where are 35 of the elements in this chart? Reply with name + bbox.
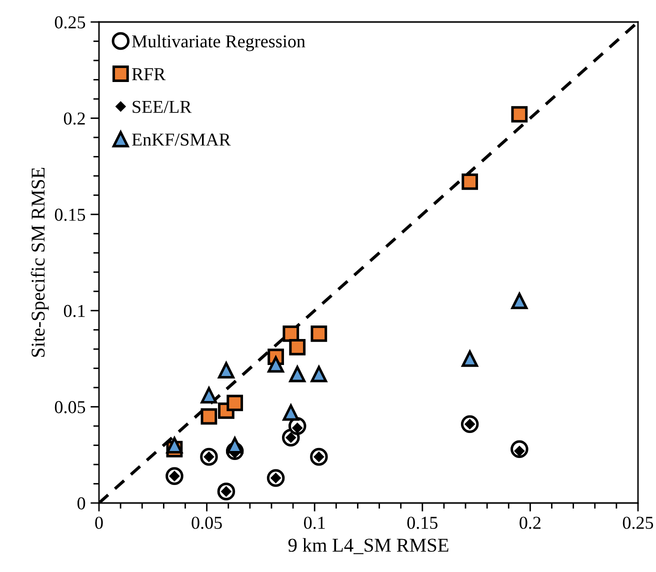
legend-label: Multivariate Regression	[132, 34, 306, 52]
point	[289, 366, 306, 382]
point	[200, 408, 218, 425]
y-tick-label: 0.15	[54, 208, 86, 221]
x-tick-label: 0.15	[407, 516, 438, 529]
legend-label: EnKF/SMAR	[132, 134, 231, 146]
x-tick-label: 0.2	[520, 516, 540, 529]
x-tick-label: 0	[95, 516, 103, 529]
y-tick-label: 0.05	[54, 401, 86, 414]
point	[282, 404, 300, 421]
point	[200, 387, 218, 404]
y-tick-label: 0.25	[54, 16, 86, 29]
x-tick-label: 0.25	[622, 516, 654, 529]
point	[462, 350, 478, 367]
y-tick-label: 0.2	[64, 112, 85, 125]
y-tick-label: 0.1	[64, 304, 85, 318]
point	[462, 173, 478, 190]
legend-label: SEE/LR	[132, 100, 192, 113]
y-tick-label: 0	[77, 497, 86, 510]
point	[226, 437, 244, 454]
point	[511, 106, 528, 123]
legend-label: RFR	[132, 68, 166, 80]
y-axis-title: Site-Specific SM RMSE	[30, 168, 49, 357]
x-tick-label: 0.05	[192, 516, 222, 529]
point	[310, 366, 328, 382]
point	[268, 356, 284, 373]
point	[310, 325, 328, 342]
point	[282, 325, 300, 342]
x-axis-title: 9 km L4_SM RMSE	[288, 538, 448, 554]
point	[218, 362, 234, 378]
x-tick-label: 0.1	[304, 516, 325, 529]
point	[166, 437, 183, 454]
point	[511, 292, 528, 310]
point	[289, 338, 306, 356]
point	[226, 394, 244, 412]
